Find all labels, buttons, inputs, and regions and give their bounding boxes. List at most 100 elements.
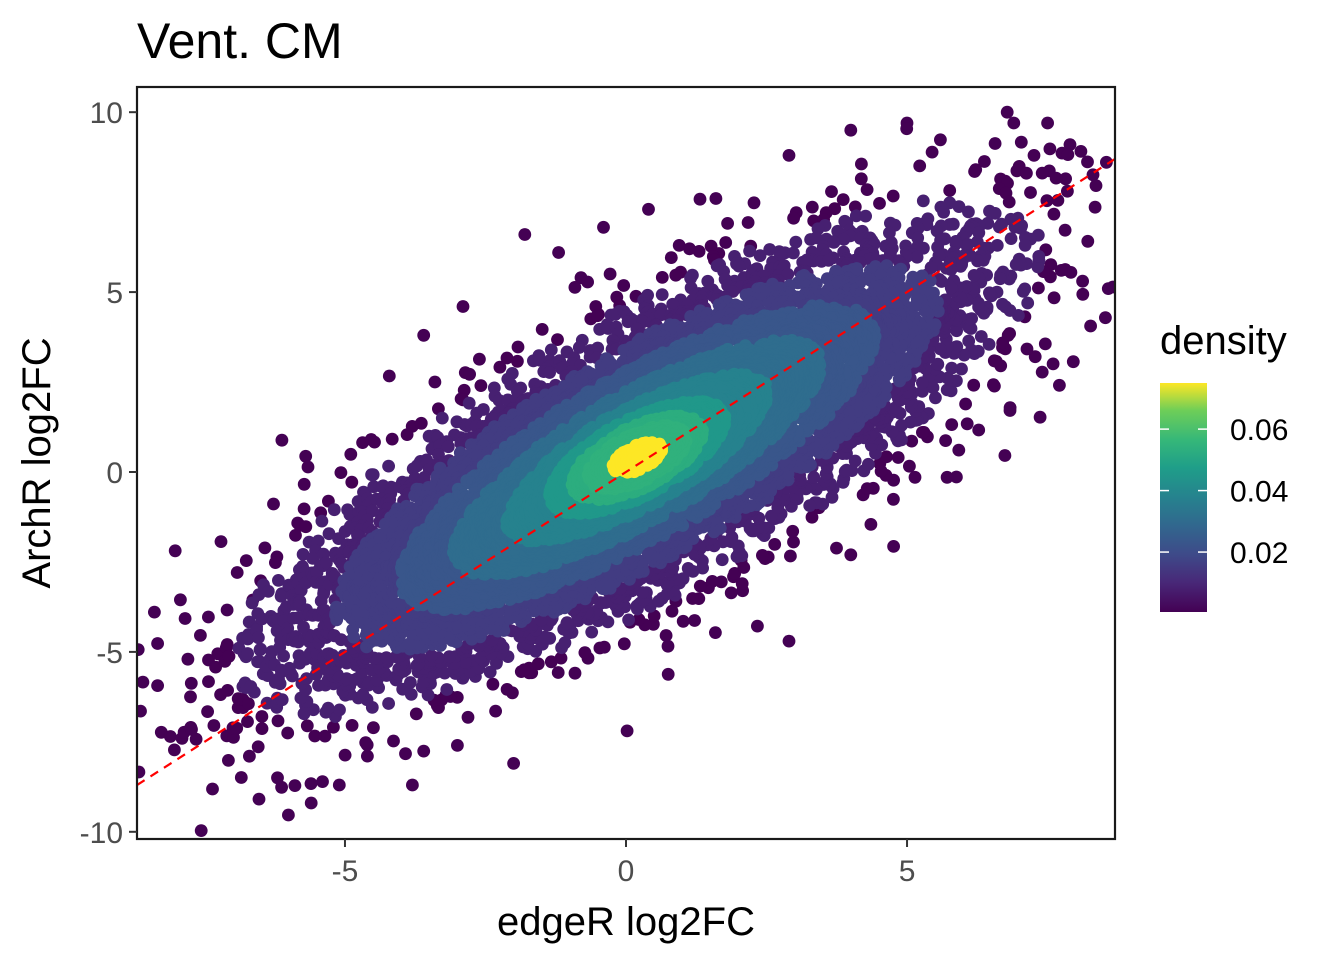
data-point [316, 775, 329, 788]
data-point [983, 286, 996, 300]
data-point [463, 367, 476, 381]
data-point [1084, 319, 1097, 333]
data-point [1000, 105, 1014, 119]
data-point [849, 209, 863, 223]
data-point [830, 541, 843, 555]
data-point [684, 271, 697, 285]
data-point [230, 566, 244, 579]
data-point [462, 396, 476, 410]
data-point [681, 562, 695, 575]
data-point [277, 649, 290, 663]
data-point [318, 729, 332, 743]
data-point [345, 475, 359, 489]
data-point [603, 267, 617, 281]
data-point [254, 642, 267, 656]
data-point [554, 651, 568, 665]
data-point [787, 535, 800, 549]
data-point [241, 647, 255, 660]
data-point [805, 200, 819, 214]
data-point [988, 207, 1002, 220]
data-point [945, 361, 959, 375]
data-point [741, 216, 755, 229]
data-point [544, 655, 558, 669]
data-point [1101, 282, 1115, 295]
data-point [636, 586, 649, 599]
data-point [359, 736, 373, 749]
data-point [960, 417, 974, 431]
data-point [959, 397, 972, 411]
data-point [753, 249, 767, 262]
data-point [996, 297, 1009, 311]
data-point [202, 675, 215, 688]
data-point [978, 155, 991, 168]
data-point [1032, 250, 1046, 263]
data-point [272, 574, 285, 587]
data-point [1076, 274, 1089, 288]
data-point [260, 696, 274, 710]
data-point [591, 309, 604, 323]
data-point [905, 434, 919, 448]
data-point [683, 242, 696, 256]
data-point [1024, 186, 1037, 199]
data-point [1066, 355, 1080, 369]
data-point [552, 246, 565, 259]
data-point [385, 432, 399, 446]
data-point [189, 732, 203, 746]
data-point [461, 710, 475, 724]
data-point [267, 497, 280, 511]
data-point [585, 625, 599, 639]
data-point [202, 610, 215, 624]
data-point [803, 499, 817, 512]
data-point [784, 549, 797, 563]
data-point [854, 172, 868, 186]
data-point [518, 228, 532, 241]
data-point [693, 192, 707, 206]
data-point [489, 704, 502, 718]
data-point [1059, 172, 1072, 186]
data-point [220, 603, 234, 617]
data-point [962, 205, 975, 219]
data-point [786, 524, 800, 538]
data-point [387, 734, 400, 748]
data-point [451, 739, 464, 752]
data-point [299, 520, 313, 534]
data-point [234, 771, 248, 784]
data-point [743, 244, 756, 258]
data-point [998, 449, 1012, 462]
data-point [458, 655, 472, 669]
data-point [692, 245, 706, 258]
data-point [332, 778, 346, 792]
data-point [258, 541, 272, 555]
data-point [511, 354, 524, 368]
data-point [283, 661, 296, 675]
data-point [672, 239, 686, 252]
data-point [809, 231, 823, 245]
data-point [1032, 281, 1045, 295]
data-point [1074, 145, 1088, 158]
data-point [855, 157, 868, 171]
data-point [517, 663, 531, 677]
data-point [581, 275, 594, 289]
data-point [891, 451, 905, 464]
data-point [1089, 179, 1103, 193]
data-point [511, 340, 525, 354]
data-point [957, 348, 971, 362]
data-point [705, 575, 719, 588]
data-point [321, 701, 335, 715]
data-point [945, 418, 959, 431]
data-point [934, 133, 947, 147]
data-point [1020, 166, 1033, 180]
data-point [620, 724, 634, 738]
data-point [669, 268, 683, 282]
data-point [206, 782, 219, 796]
data-point [967, 269, 981, 282]
data-point [1035, 166, 1049, 180]
data-point [137, 704, 147, 718]
data-point [782, 149, 796, 162]
data-point [903, 459, 916, 473]
data-point [676, 614, 690, 628]
data-point [288, 779, 302, 792]
data-point [275, 693, 289, 707]
data-point [1028, 350, 1042, 364]
data-point [1054, 264, 1068, 277]
